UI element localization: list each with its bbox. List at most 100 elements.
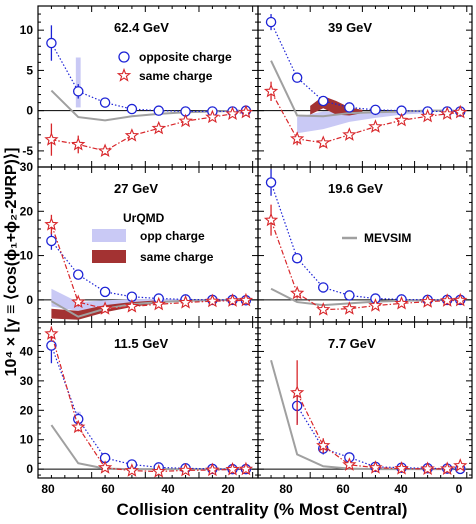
y-tick-label: 20 xyxy=(20,204,34,218)
panel-title: 7.7 GeV xyxy=(328,336,376,351)
same-point xyxy=(44,132,59,146)
same-connector xyxy=(296,392,461,470)
same-point xyxy=(342,457,357,471)
y-tick-label: 0 xyxy=(26,462,33,476)
mevsim-line xyxy=(270,359,454,471)
urqmd-opp-band xyxy=(297,110,428,134)
legend-data: opposite charge same charge xyxy=(116,50,232,83)
same-point xyxy=(178,295,193,309)
same-point xyxy=(124,463,140,477)
same-point xyxy=(71,136,86,151)
same-point xyxy=(368,298,383,312)
opp-point xyxy=(126,103,138,115)
same-point xyxy=(420,461,435,475)
x-axis-label: Collision centrality (% Most Central) xyxy=(117,500,408,519)
same-connector xyxy=(50,333,246,473)
y-tick-label: 20 xyxy=(20,403,34,417)
legend-urqmd-same-label: same charge xyxy=(140,250,214,264)
y-tick-label: 10 xyxy=(20,249,34,263)
same-point xyxy=(420,294,435,308)
x-tick-label: 40 xyxy=(161,482,175,496)
legend-urqmd-same-swatch xyxy=(92,250,126,263)
same-point xyxy=(453,458,468,472)
opp-point xyxy=(72,86,84,97)
same-point xyxy=(316,302,331,316)
panel-0: 10 5 0 -5 62.4 GeV xyxy=(20,5,259,168)
opp-point xyxy=(344,290,355,301)
y-axis-label: 10⁴ × [γ ≡ ⟨cos(ϕ₁+ϕ₂-2ΨRP)⟩] xyxy=(3,148,20,377)
y-tick-label: 0 xyxy=(26,104,33,118)
y-tick-label: 40 xyxy=(20,344,34,358)
y-tick-label: -5 xyxy=(22,144,33,158)
x-tick-label: 20 xyxy=(221,482,235,496)
same-point xyxy=(394,295,409,310)
urqmd-opp-band xyxy=(75,57,81,108)
same-connector xyxy=(50,224,246,310)
same-point xyxy=(124,128,140,142)
same-point xyxy=(263,83,279,98)
y-tick-label: 10 xyxy=(20,433,34,447)
panel-1: 39 GeV xyxy=(257,5,473,168)
same-point xyxy=(394,112,409,127)
legend-urqmd-opp-swatch xyxy=(92,229,126,242)
panel-title: 62.4 GeV xyxy=(114,20,169,35)
x-tick-label: 60 xyxy=(101,482,115,496)
same-point xyxy=(178,462,193,477)
legend-same-marker xyxy=(116,67,132,82)
same-point xyxy=(238,461,254,476)
opp-point xyxy=(153,105,164,116)
opp-point xyxy=(317,95,329,107)
opp-point xyxy=(46,235,57,247)
same-point xyxy=(97,460,113,474)
same-point xyxy=(290,285,305,300)
same-point xyxy=(205,109,220,124)
x-tick-label: 0 xyxy=(456,482,463,496)
panel-frame xyxy=(257,321,473,479)
same-connector xyxy=(51,111,246,152)
opp-point xyxy=(99,286,111,298)
legend-opp-label: opposite charge xyxy=(139,50,232,64)
opp-point xyxy=(370,104,381,116)
same-point xyxy=(394,461,409,475)
same-point xyxy=(420,108,435,123)
opp-connector xyxy=(50,345,246,470)
same-connector xyxy=(270,91,461,144)
opp-connector xyxy=(50,240,246,301)
legend-urqmd-opp-label: opp charge xyxy=(140,229,205,243)
legend-opp-marker xyxy=(118,51,130,63)
panels: 10 5 0 -5 62.4 GeV 39 GeV 30 20 10 0 27 GeV 19.6 Ge… xyxy=(20,5,473,479)
same-point xyxy=(440,293,455,307)
legend-model: UrQMD opp charge same charge MEVSIM xyxy=(92,211,411,264)
same-point xyxy=(453,292,468,307)
opp-connector xyxy=(296,405,461,470)
same-point xyxy=(205,293,220,308)
legend-mevsim-label: MEVSIM xyxy=(364,231,411,245)
same-point xyxy=(71,419,86,434)
mevsim-line xyxy=(50,424,240,471)
same-point xyxy=(290,385,305,399)
same-point xyxy=(151,464,166,478)
opp-point xyxy=(46,37,57,49)
same-point xyxy=(205,462,220,477)
opp-point xyxy=(99,97,111,108)
same-point xyxy=(316,438,331,452)
opp-point xyxy=(265,177,277,188)
same-point xyxy=(368,460,383,474)
panel-4: 40 30 20 10 0 11.5 GeV xyxy=(20,321,259,479)
panel-title: 11.5 GeV xyxy=(114,336,169,351)
x-tick-labels: 80 60 40 20 80 60 40 0 xyxy=(41,482,462,496)
same-point xyxy=(238,292,254,307)
same-point xyxy=(71,294,86,309)
legend-same-label: same charge xyxy=(139,69,213,83)
opp-point xyxy=(291,72,303,83)
same-point xyxy=(97,301,113,315)
opp-point xyxy=(291,252,303,264)
opp-point xyxy=(344,102,355,113)
same-point xyxy=(44,326,59,340)
panel-title: 39 GeV xyxy=(328,20,372,35)
same-point xyxy=(151,120,166,135)
same-point xyxy=(225,293,240,307)
y-tick-label: 0 xyxy=(26,293,33,307)
x-tick-label: 60 xyxy=(336,482,350,496)
